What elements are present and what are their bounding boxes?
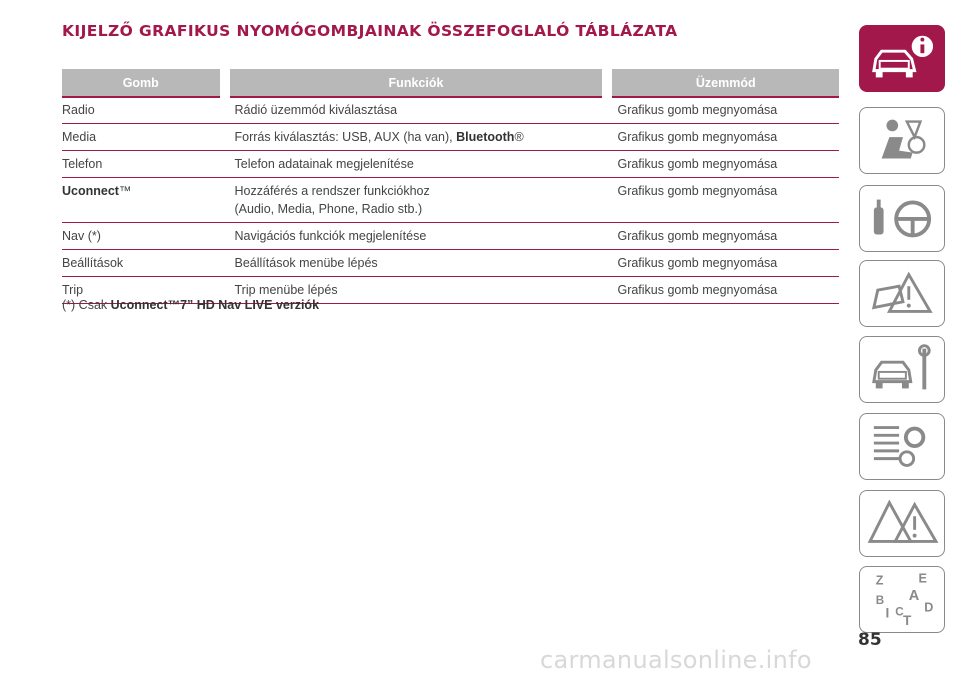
cell-funkcio: Forrás kiválasztás: USB, AUX (ha van), B… bbox=[224, 123, 608, 151]
cell-uzemmod: Grafikus gomb megnyomása bbox=[607, 96, 839, 124]
tab-maintenance[interactable] bbox=[859, 336, 945, 403]
svg-text:E: E bbox=[918, 572, 926, 586]
page-title: KIJELZŐ GRAFIKUS NYOMÓGOMBJAINAK ÖSSZEFO… bbox=[62, 22, 678, 40]
tab-emergency[interactable] bbox=[859, 490, 945, 557]
bluetooth-label: Bluetooth bbox=[456, 130, 515, 144]
svg-text:D: D bbox=[924, 601, 933, 615]
car-info-icon bbox=[872, 35, 934, 78]
seat-airbag-icon bbox=[881, 119, 926, 159]
svg-text:C: C bbox=[895, 606, 904, 619]
header-funkciok: Funkciók bbox=[219, 69, 613, 97]
cell-gomb: Media bbox=[62, 123, 225, 151]
cell-funkcio: Trip menübe lépés bbox=[224, 276, 608, 304]
header-uzemmod: Üzemmód bbox=[607, 69, 839, 97]
svg-text:B: B bbox=[876, 594, 884, 607]
cell-funkcio: Beállítások menübe lépés bbox=[224, 249, 608, 277]
cell-uzemmod: Grafikus gomb megnyomása bbox=[607, 222, 839, 250]
table-row: Beállítások Beállítások menübe lépés Gra… bbox=[62, 249, 839, 277]
cell-gomb: Trip bbox=[62, 276, 225, 304]
page-number: 85 bbox=[858, 630, 882, 650]
table-header-row: Gomb Funkciók Üzemmód bbox=[62, 69, 839, 97]
cell-funkcio: Hozzáférés a rendszer funkciókhoz (Audio,… bbox=[224, 177, 608, 223]
svg-text:Z: Z bbox=[876, 573, 884, 587]
table-row: Uconnect™ Hozzáférés a rendszer funkciók… bbox=[62, 177, 839, 223]
tab-warning[interactable] bbox=[859, 260, 945, 327]
cell-gomb: Telefon bbox=[62, 150, 225, 178]
cell-uzemmod: Grafikus gomb megnyomása bbox=[607, 123, 839, 151]
cell-uzemmod: Grafikus gomb megnyomása bbox=[607, 276, 839, 304]
table-row: Media Forrás kiválasztás: USB, AUX (ha v… bbox=[62, 123, 839, 151]
uconnect-label: Uconnect bbox=[62, 184, 119, 198]
cell-uzemmod: Grafikus gomb megnyomása bbox=[607, 249, 839, 277]
table-row: Nav (*) Navigációs funkciók megjelenítés… bbox=[62, 222, 839, 250]
cell-gomb: Beállítások bbox=[62, 249, 225, 277]
table-row: Trip Trip menübe lépés Grafikus gomb meg… bbox=[62, 276, 839, 304]
cell-gomb: Nav (*) bbox=[62, 222, 225, 250]
header-gomb: Gomb bbox=[62, 69, 225, 97]
car-maintenance-icon bbox=[872, 344, 931, 390]
tab-steering-wheel[interactable] bbox=[859, 185, 945, 252]
cell-funkcio: Telefon adatainak megjelenítése bbox=[224, 150, 608, 178]
cell-funkcio: Rádió üzemmód kiválasztása bbox=[224, 96, 608, 124]
technical-data-icon bbox=[873, 426, 926, 467]
svg-text:A: A bbox=[909, 588, 920, 604]
tab-car-info[interactable] bbox=[859, 25, 945, 92]
footnote: (*) Csak Uconnect™7” HD Nav LIVE verziók bbox=[62, 298, 320, 312]
cell-funkcio: Navigációs funkciók megjelenítése bbox=[224, 222, 608, 250]
emergency-icon bbox=[867, 499, 939, 543]
summary-table: Gomb Funkciók Üzemmód Radio Rádió üzemmó… bbox=[62, 69, 839, 304]
tab-alphabetical-index[interactable]: Z E B A I C D T bbox=[859, 566, 945, 633]
tab-technical-data[interactable] bbox=[859, 413, 945, 480]
tab-seat-airbag[interactable] bbox=[859, 107, 945, 174]
warning-car-icon bbox=[871, 271, 933, 313]
svg-text:T: T bbox=[903, 613, 912, 628]
cell-gomb: Uconnect™ bbox=[62, 177, 225, 223]
table-row: Radio Rádió üzemmód kiválasztása Grafiku… bbox=[62, 96, 839, 124]
table-row: Telefon Telefon adatainak megjelenítése … bbox=[62, 150, 839, 178]
watermark: carmanualsonline.info bbox=[540, 646, 812, 674]
cell-uzemmod: Grafikus gomb megnyomása bbox=[607, 150, 839, 178]
cell-uzemmod: Grafikus gomb megnyomása bbox=[607, 177, 839, 223]
svg-text:I: I bbox=[886, 605, 890, 620]
steering-wheel-key-icon bbox=[873, 199, 932, 238]
cell-gomb: Radio bbox=[62, 96, 225, 124]
alphabetical-index-icon: Z E B A I C D T bbox=[876, 572, 934, 629]
